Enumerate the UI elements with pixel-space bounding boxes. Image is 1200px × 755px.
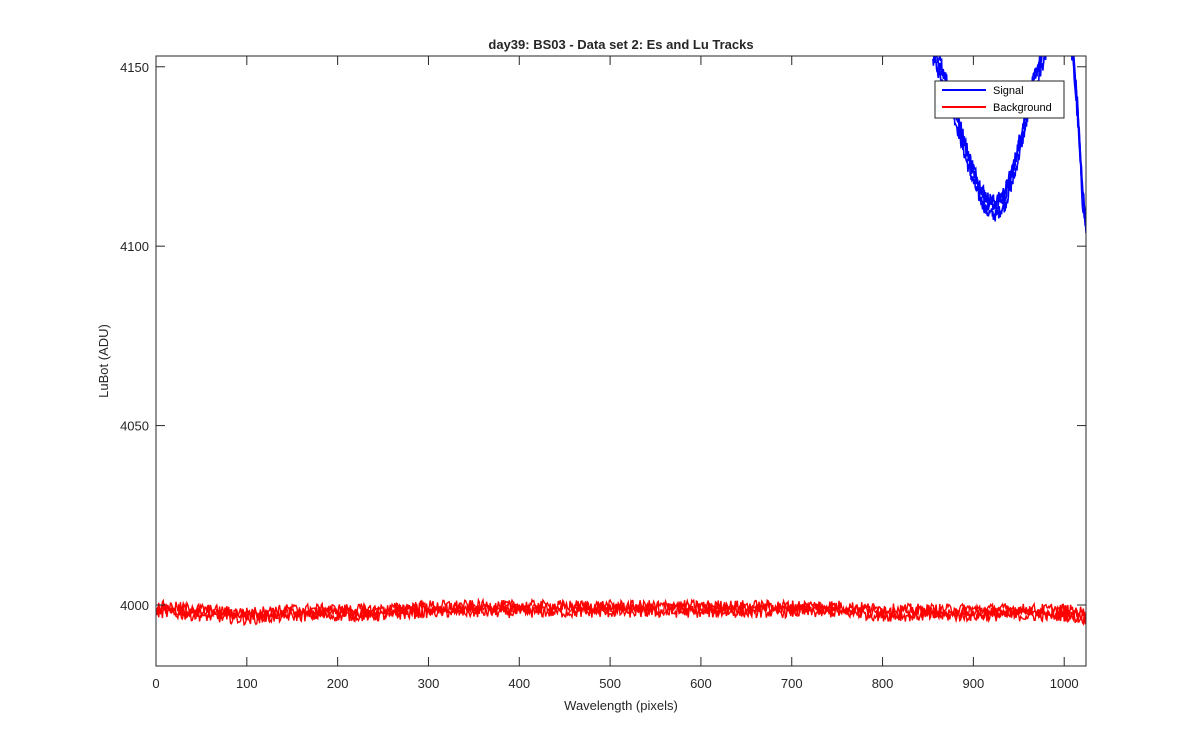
- x-tick-label: 400: [508, 676, 530, 691]
- x-tick-label: 600: [690, 676, 712, 691]
- x-tick-label: 300: [418, 676, 440, 691]
- y-tick-label: 4050: [120, 419, 149, 434]
- series-layer: [156, 56, 1086, 627]
- legend-box: [934, 80, 1065, 119]
- x-tick-label: 100: [236, 676, 258, 691]
- y-tick-label: 4100: [120, 239, 149, 254]
- x-tick-label: 500: [599, 676, 621, 691]
- x-tick-label: 700: [781, 676, 803, 691]
- y-tick-label: 4150: [120, 60, 149, 75]
- y-axis-label: LuBot (ADU): [96, 324, 111, 398]
- series-background-trace-2: [156, 604, 1086, 627]
- series-signal-trace-1: [934, 56, 1086, 223]
- x-tick-label: 800: [872, 676, 894, 691]
- x-axis: 0 100 200 300 400 500 600 700 800 900 1000: [152, 56, 1079, 691]
- series-signal-trace-2: [931, 56, 1086, 233]
- plot-area-background: [156, 56, 1086, 666]
- series-background-trace-3: [156, 597, 1086, 620]
- legend-label-signal: Signal: [993, 85, 1024, 97]
- legend-label-background: Background: [993, 102, 1052, 114]
- y-axis: 4000 4050 4100 4150: [120, 60, 1086, 613]
- y-tick-label: 4000: [120, 598, 149, 613]
- legend: Signal Background: [934, 80, 1065, 119]
- x-tick-label: 1000: [1050, 676, 1079, 691]
- chart-title: day39: BS03 - Data set 2: Es and Lu Trac…: [488, 37, 753, 52]
- x-axis-label: Wavelength (pixels): [564, 698, 678, 713]
- x-tick-label: 0: [152, 676, 159, 691]
- x-tick-label: 900: [963, 676, 985, 691]
- axes-box: [155, 55, 1087, 667]
- x-tick-label: 200: [327, 676, 349, 691]
